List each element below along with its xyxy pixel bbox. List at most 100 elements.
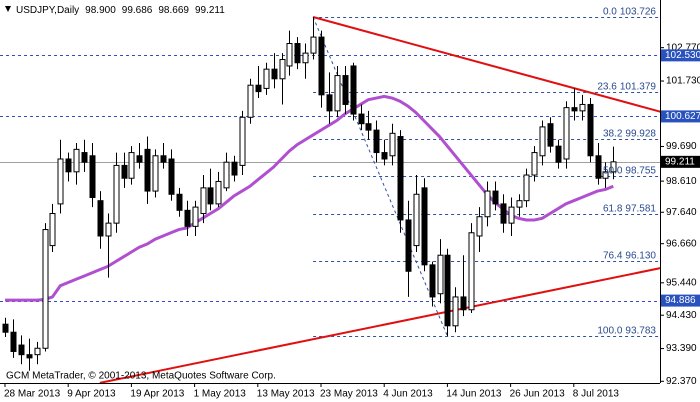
candle-body [26,354,33,359]
price-tag-label: 102.530 [665,50,700,61]
candle-body [105,222,112,237]
candle-body [310,36,317,54]
candle-body [200,187,207,215]
candle-body [358,113,365,125]
candle-body [413,193,420,247]
fib-price: 99.928 [625,128,656,139]
candle-body [389,132,396,157]
candle-body [152,155,159,192]
candle-body [334,75,341,112]
candle-body [113,164,120,224]
candle-body [429,264,436,298]
fib-level-name: 0.0 [603,6,617,17]
candle-body [255,84,262,93]
candle-body [523,174,530,202]
x-tick-label: 26 Jun 2013 [510,389,565,400]
y-tick-label: 98.610 [666,176,697,187]
candle-body [397,136,404,221]
y-tick-label: 95.440 [666,277,697,288]
candle-body [381,152,388,160]
candle-body [18,344,25,356]
candle-body [10,331,17,352]
candle-body [49,213,56,247]
candle-body [207,187,214,205]
candle-body [286,43,293,67]
candle-body [42,229,49,349]
candle-body [373,129,380,154]
fib-label: 61.8 97.581 [603,203,656,214]
y-tick-label: 97.640 [666,207,697,218]
candle-body [176,193,183,211]
candle-body [460,296,467,311]
candle-body [302,52,309,64]
fib-level-name: 50.0 [603,165,623,176]
header-value: 99.686 [122,5,153,16]
candle-body [405,219,412,272]
fib-level-name: 61.8 [603,203,623,214]
y-tick-label: 96.660 [666,238,697,249]
price-tag [661,294,700,307]
fib-level-name: 100.0 [597,325,622,336]
candle-body [128,152,135,179]
candle-body [500,203,507,224]
candle-body [223,161,230,189]
header-value: 98.900 [85,5,116,16]
candle-body [57,158,64,205]
candle-body [192,206,199,227]
candle-body [326,94,333,112]
candle-body [34,347,41,356]
candle-body [587,103,594,157]
candle-body [468,232,475,311]
y-tick-label: 99.690 [666,141,697,152]
fib-label: 38.2 99.928 [603,128,656,139]
candle-body [168,158,175,195]
candle-body [318,36,325,96]
y-tick-label: 93.390 [666,343,697,354]
symbol-icon [5,6,11,12]
x-tick-label: 4 Jun 2013 [383,389,433,400]
candle-body [89,155,96,198]
fib-label: 50.0 98.755 [603,165,656,176]
fib-level-name: 76.4 [603,250,623,261]
candle-body [421,187,428,266]
candle-body [2,323,9,333]
candle-body [595,155,602,179]
candle-body [547,123,554,147]
candle-body [279,59,286,80]
candle-body [571,107,578,112]
price-tag [661,155,700,168]
fib-price: 97.581 [625,203,656,214]
fib-label: 23.6 101.379 [597,81,656,92]
fib-label: 0.0 103.726 [603,6,656,17]
y-tick-label: 94.430 [666,310,697,321]
fib-label: 100.0 93.783 [597,325,656,336]
candle-body [610,161,617,173]
fib-price: 93.783 [625,325,656,336]
candle-body [271,68,278,80]
candle-body [81,152,88,163]
candle-body [365,123,372,131]
candle-body [144,148,151,192]
candle-body [444,254,451,327]
trendline [312,16,660,113]
x-tick-label: 9 Apr 2013 [67,389,116,400]
candle-body [247,84,254,118]
y-tick-label: 102.770 [666,42,700,53]
y-tick-label: 101.730 [666,76,700,87]
x-tick-label: 23 May 2013 [320,389,378,400]
candle-body [437,254,444,295]
x-tick-label: 1 May 2013 [194,389,247,400]
header: USDJPY,Daily 98.900 99.686 98.669 99.211 [16,5,225,16]
price-tag [661,49,700,62]
fib-diagonal [312,16,448,337]
fib-price: 96.130 [625,250,656,261]
header-symbol: USDJPY,Daily [16,5,79,16]
candle-body [231,161,238,176]
fib-level-name: 23.6 [597,81,617,92]
candle-body [563,107,570,160]
candle-body [492,190,499,205]
candle-body [350,65,357,115]
fib-price: 98.755 [625,165,656,176]
candle-body [215,180,222,205]
